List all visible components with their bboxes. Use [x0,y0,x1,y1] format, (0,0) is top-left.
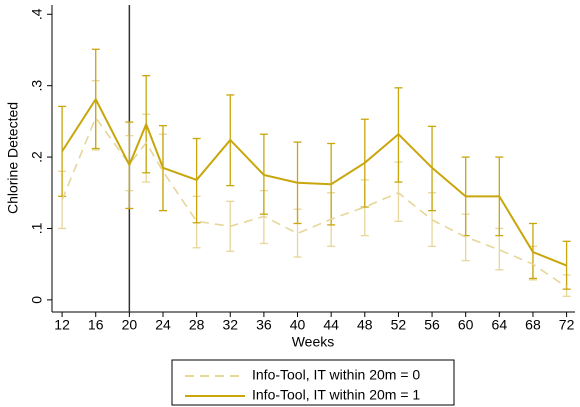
y-tick-label: .4 [29,8,45,20]
y-tick-label: .3 [29,80,45,92]
x-tick-label: 64 [492,317,508,333]
x-axis-title: Weeks [292,334,335,350]
x-tick-label: 72 [559,317,575,333]
legend-label: Info-Tool, IT within 20m = 1 [252,387,420,403]
x-tick-label: 12 [54,317,70,333]
x-tick-label: 56 [424,317,440,333]
error-bar [58,105,67,197]
x-tick-label: 16 [88,317,104,333]
x-tick-label: 28 [189,317,205,333]
legend-label: Info-Tool, IT within 20m = 0 [252,367,420,383]
series-line [61,97,567,267]
y-tick-label: .1 [29,222,45,234]
y-tick-label: 0 [29,296,45,304]
x-tick-label: 48 [357,317,373,333]
x-tick-label: 36 [256,317,272,333]
legend-box [171,359,455,406]
x-tick-label: 20 [122,317,138,333]
x-tick-label: 52 [391,317,407,333]
y-tick-label: .2 [29,151,45,163]
x-tick-label: 24 [155,317,171,333]
x-tick-label: 44 [323,317,339,333]
x-tick-label: 40 [290,317,306,333]
y-axis-title: Chlorine Detected [5,102,21,214]
series-line [61,116,568,288]
x-tick-label: 60 [458,317,474,333]
x-tick-label: 68 [525,317,541,333]
x-tick-label: 32 [222,317,238,333]
